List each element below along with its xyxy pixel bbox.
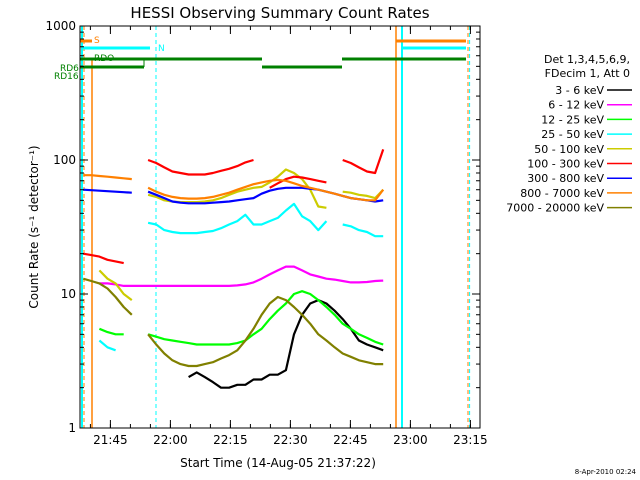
legend-entry-label: 100 - 300 keV: [527, 158, 604, 171]
x-tick-label: 22:30: [273, 433, 308, 447]
legend-entry-label: 800 - 7000 keV: [520, 187, 604, 200]
legend-entry-label: 300 - 800 keV: [527, 172, 604, 185]
series-line-8: [83, 174, 385, 202]
x-tick-label: 23:00: [393, 433, 428, 447]
flag-label-rd6: RD6: [60, 64, 79, 74]
y-tick-label: 1: [68, 421, 76, 435]
plot-lines: [80, 26, 471, 428]
legend-header-line-1: Det 1,3,4,5,6,9,: [544, 53, 630, 66]
legend-entry-label: 25 - 50 keV: [541, 128, 604, 141]
y-axis-label: Count Rate (s⁻¹ detector⁻¹): [27, 145, 41, 308]
series-line-6: [83, 149, 385, 265]
footer-date: 8-Apr-2010 02:24: [575, 468, 637, 476]
flag-label-rd16: RD16: [54, 72, 79, 82]
x-axis-label: Start Time (14-Aug-05 21:37:22): [180, 456, 376, 470]
series-line-2: [99, 265, 384, 287]
legend-entry-label: 50 - 100 keV: [534, 143, 604, 156]
series-line-4: [98, 202, 384, 352]
legend-entry-label: 12 - 25 keV: [541, 113, 604, 126]
plot-frame: [79, 25, 481, 429]
y-tick-label: 10: [61, 287, 76, 301]
x-tick-label: 23:15: [453, 433, 488, 447]
x-tick-label: 22:15: [213, 433, 248, 447]
flag-label-n: N: [158, 44, 165, 54]
axes: 21:45 22:00 22:15 22:30 22:45 23:00 23:15 1 10 10…: [45, 19, 487, 447]
x-tick-label: 22:00: [153, 433, 188, 447]
x-tick-label: 22:45: [333, 433, 368, 447]
x-tick-label: 21:45: [93, 433, 128, 447]
legend-entry-label: 7000 - 20000 keV: [506, 202, 604, 215]
series-line-3: [98, 290, 384, 346]
legend: Det 1,3,4,5,6,9, FDecim 1, Att 0 3 - 6 k…: [506, 53, 632, 215]
chart-title: HESSI Observing Summary Count Rates: [130, 4, 429, 22]
legend-entry-label: 6 - 12 keV: [548, 99, 604, 112]
flag-label-s: S: [94, 36, 100, 46]
y-tick-label: 1000: [45, 19, 76, 33]
legend-entry-label: 3 - 6 keV: [555, 84, 604, 97]
series-group: [82, 149, 385, 389]
y-tick-label: 100: [53, 153, 76, 167]
legend-header-line-2: FDecim 1, Att 0: [545, 67, 630, 80]
series-line-9: [82, 277, 384, 368]
